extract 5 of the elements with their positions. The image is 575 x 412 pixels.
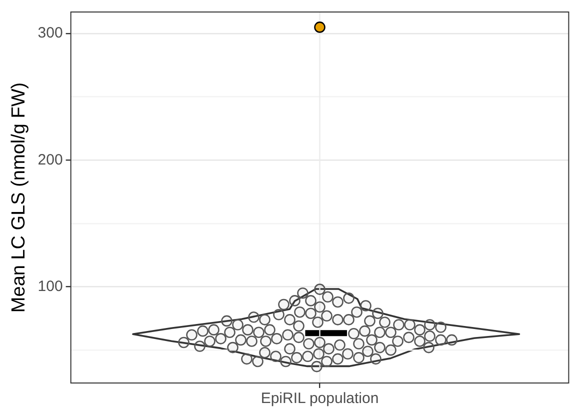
y-tick-label: 200 xyxy=(38,151,63,168)
x-tick-label: EpiRIL population xyxy=(260,390,379,408)
y-axis-title: Mean LC GLS (nmol/g FW) xyxy=(8,82,30,313)
y-tick-label: 100 xyxy=(38,278,63,295)
y-tick-label: 300 xyxy=(38,24,63,42)
